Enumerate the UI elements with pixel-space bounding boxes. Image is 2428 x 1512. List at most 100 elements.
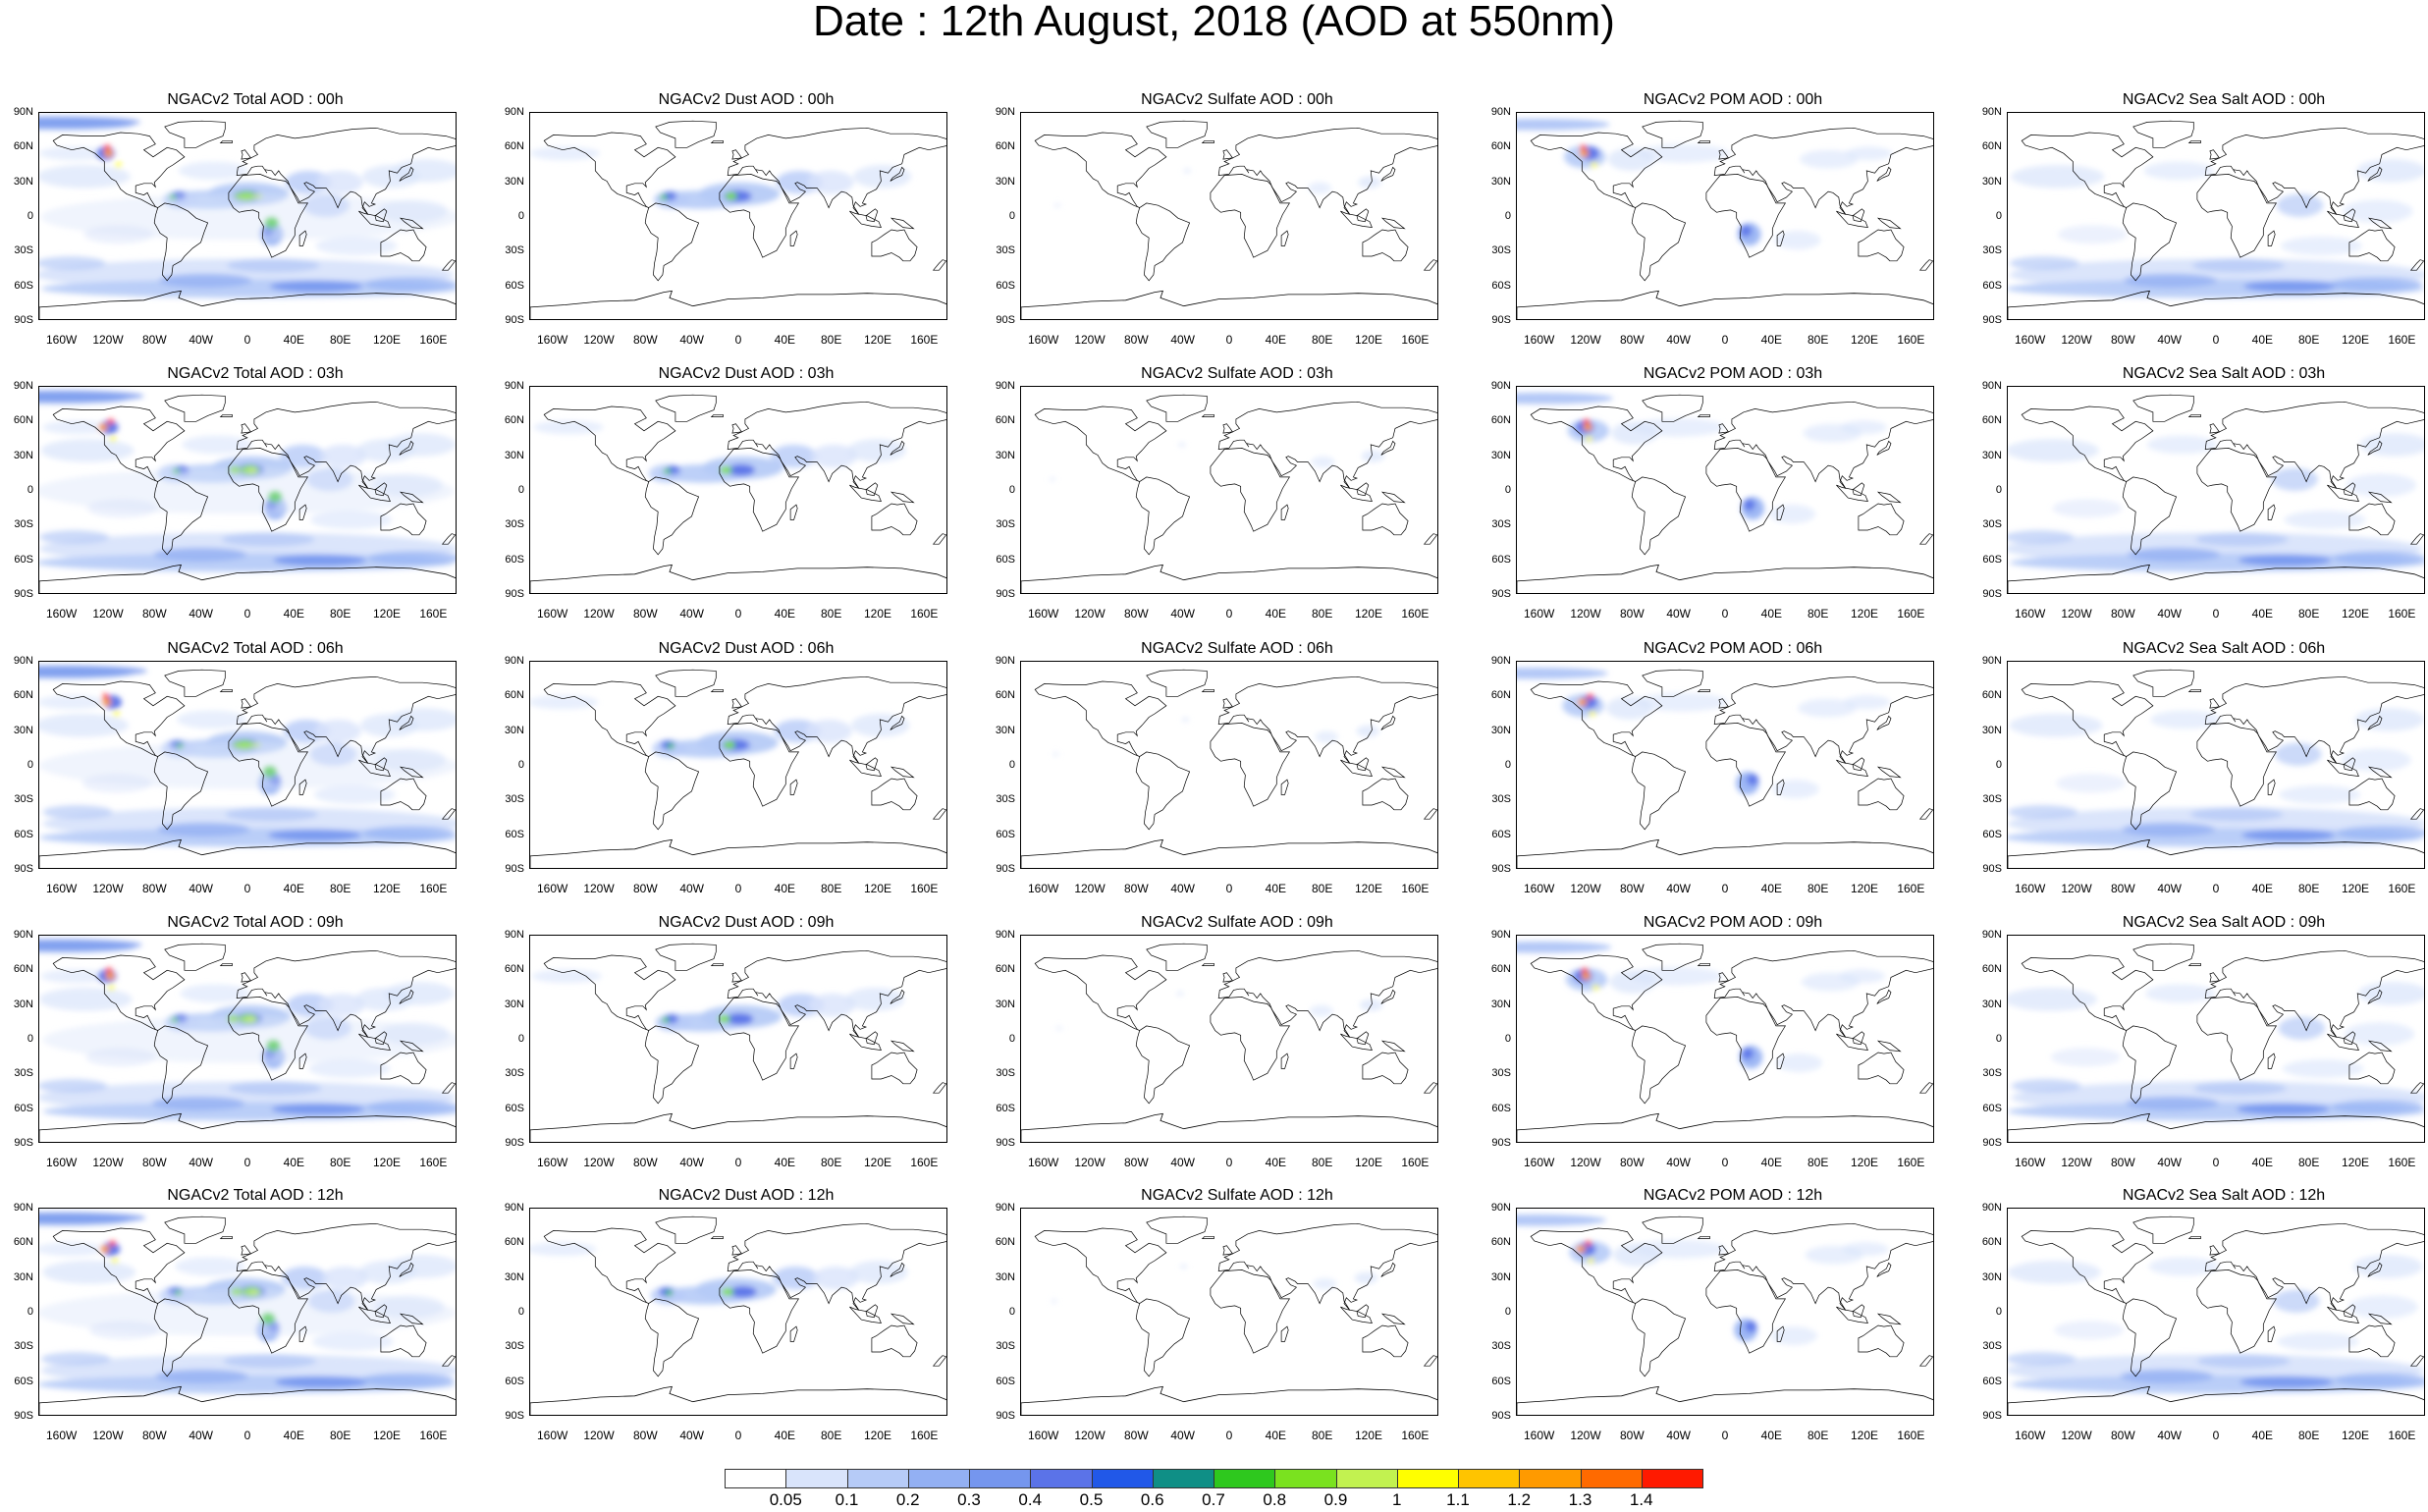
coastline-greenland — [655, 1215, 717, 1244]
aod-plume — [2127, 547, 2221, 562]
coastline-greenland — [164, 120, 226, 148]
aod-plume — [849, 1261, 908, 1284]
coastlines — [530, 120, 946, 319]
map-panel: NGACv2 Total AOD : 06h 90N 60N 30N 0 30S 60S 90… — [0, 639, 491, 904]
lat-tick-label: 60N — [504, 414, 524, 427]
aod-plume — [313, 785, 396, 804]
lon-tick-label: 40W — [1170, 333, 1195, 347]
colorbar-segment — [1091, 1469, 1154, 1488]
map-area — [38, 112, 457, 320]
coastline-iceland — [2187, 962, 2201, 966]
coastline-africa — [719, 997, 800, 1081]
lat-tick-label: 0 — [27, 1306, 33, 1318]
coastline-australia — [1858, 778, 1905, 811]
map-panel: NGACv2 Dust AOD : 06h 90N 60N 30N 0 30S 60S 90S… — [491, 639, 982, 904]
coastline-eurasia — [1217, 949, 1437, 1038]
map-panel: NGACv2 Sea Salt AOD : 06h 90N 60N 30N 0 30S 60… — [1969, 639, 2428, 904]
coastline-japan — [399, 1262, 414, 1277]
aod-plume — [2237, 1103, 2330, 1115]
aod-plume — [809, 993, 856, 1017]
aod-plume — [2284, 511, 2366, 529]
coastline-japan — [890, 166, 905, 182]
lat-tick-label: 90N — [13, 1202, 33, 1214]
aod-plume — [40, 439, 135, 462]
coastline-eurasia — [727, 1222, 946, 1311]
coastline-antarctica — [2008, 564, 2424, 593]
coastline-borneo — [2343, 482, 2356, 497]
coastline-africa — [228, 997, 309, 1081]
coastline-britain — [1222, 972, 1234, 983]
coastline-north-america — [2021, 1227, 2154, 1304]
lat-tick-label: 90S — [14, 314, 33, 326]
coastline-south-america — [153, 1025, 209, 1105]
aod-plume — [1741, 1048, 1754, 1060]
lat-tick-label: 30N — [504, 1270, 524, 1283]
map-panel: NGACv2 POM AOD : 03h 90N 60N 30N 0 30S 60S 90S 1… — [1478, 364, 1969, 629]
aod-plume — [268, 829, 361, 841]
lat-tick-label: 90S — [1982, 588, 2002, 600]
coastline-britain — [1222, 1245, 1234, 1256]
coastline-australia — [1858, 229, 1905, 262]
coastline-new-zealand — [2409, 533, 2424, 545]
aod-plume — [109, 436, 117, 442]
coastline-africa — [1210, 723, 1291, 807]
map-panel: NGACv2 Dust AOD : 03h 90N 60N 30N 0 30S 60S 90S… — [491, 364, 982, 629]
lat-tick-label: 90S — [505, 863, 524, 875]
lat-tick-label: 90N — [1981, 929, 2002, 941]
coastline-madagascar — [1280, 1053, 1289, 1069]
lon-tick-label: 40W — [1170, 607, 1195, 621]
coastline-new-guinea — [890, 1040, 915, 1053]
panel-title: NGACv2 Total AOD : 03h — [167, 365, 344, 382]
lat-tick-label: 60S — [996, 553, 1015, 566]
lon-tick-label: 40E — [283, 607, 304, 621]
lat-tick-label: 90N — [995, 1202, 1015, 1214]
map-area — [1516, 935, 1934, 1143]
panel-title: NGACv2 Total AOD : 00h — [167, 91, 344, 108]
coastline-new-guinea — [2367, 1040, 2393, 1053]
aod-plume — [1055, 1025, 1063, 1031]
coastlines — [2008, 1215, 2424, 1415]
lon-tick-label: 80E — [2297, 607, 2320, 621]
coastline-madagascar — [298, 1053, 307, 1069]
aod-plume — [1579, 144, 1587, 150]
aod-plume — [155, 1369, 248, 1383]
coastlines — [39, 394, 456, 593]
lon-tick-label: 80W — [1619, 1156, 1645, 1169]
lat-tick-label: 60N — [1981, 140, 2002, 153]
coastline-eurasia — [727, 949, 946, 1038]
aod-plume — [1181, 717, 1189, 723]
lat-tick-label: 30S — [505, 244, 524, 257]
aod-plume — [2341, 748, 2411, 772]
aod-plume — [39, 939, 142, 951]
lat-tick-label: 0 — [517, 1033, 524, 1045]
coastline-madagascar — [789, 504, 798, 520]
aod-plume — [228, 1081, 322, 1096]
aerosol-field — [39, 939, 456, 1121]
colorbar-tick-label: 0.5 — [1079, 1490, 1104, 1509]
panel-title: NGACv2 POM AOD : 00h — [1643, 91, 1823, 108]
coastline-borneo — [1356, 482, 1370, 497]
lat-tick-label: 90N — [504, 1202, 524, 1214]
lat-tick-label: 90S — [1491, 314, 1511, 326]
lat-tick-label: 90N — [13, 655, 33, 667]
coastline-antarctica — [1517, 564, 1933, 593]
lon-tick-label: 40W — [679, 882, 704, 895]
aod-plume — [810, 444, 858, 468]
lat-tick-label: 90N — [1981, 655, 2002, 667]
aod-plume — [39, 988, 133, 1011]
colorbar-tick-label: 1.3 — [1568, 1490, 1592, 1509]
lon-tick-label: 80E — [1807, 882, 1829, 895]
lat-tick-label: 90N — [13, 106, 33, 118]
aod-plume — [2009, 714, 2103, 737]
map-area — [1020, 386, 1438, 594]
lon-tick-label: 80W — [1123, 1429, 1149, 1442]
coastline-south-america — [1631, 751, 1687, 831]
coastline-britain — [2209, 149, 2221, 160]
aod-plume — [42, 420, 113, 435]
aod-plume — [1051, 1298, 1058, 1304]
coastline-eurasia — [1713, 675, 1933, 764]
coastline-africa — [1705, 448, 1787, 532]
lat-tick-label: 60S — [996, 1102, 1015, 1114]
aerosol-field — [1517, 667, 1891, 798]
lon-tick-label: 120E — [1850, 882, 1879, 895]
